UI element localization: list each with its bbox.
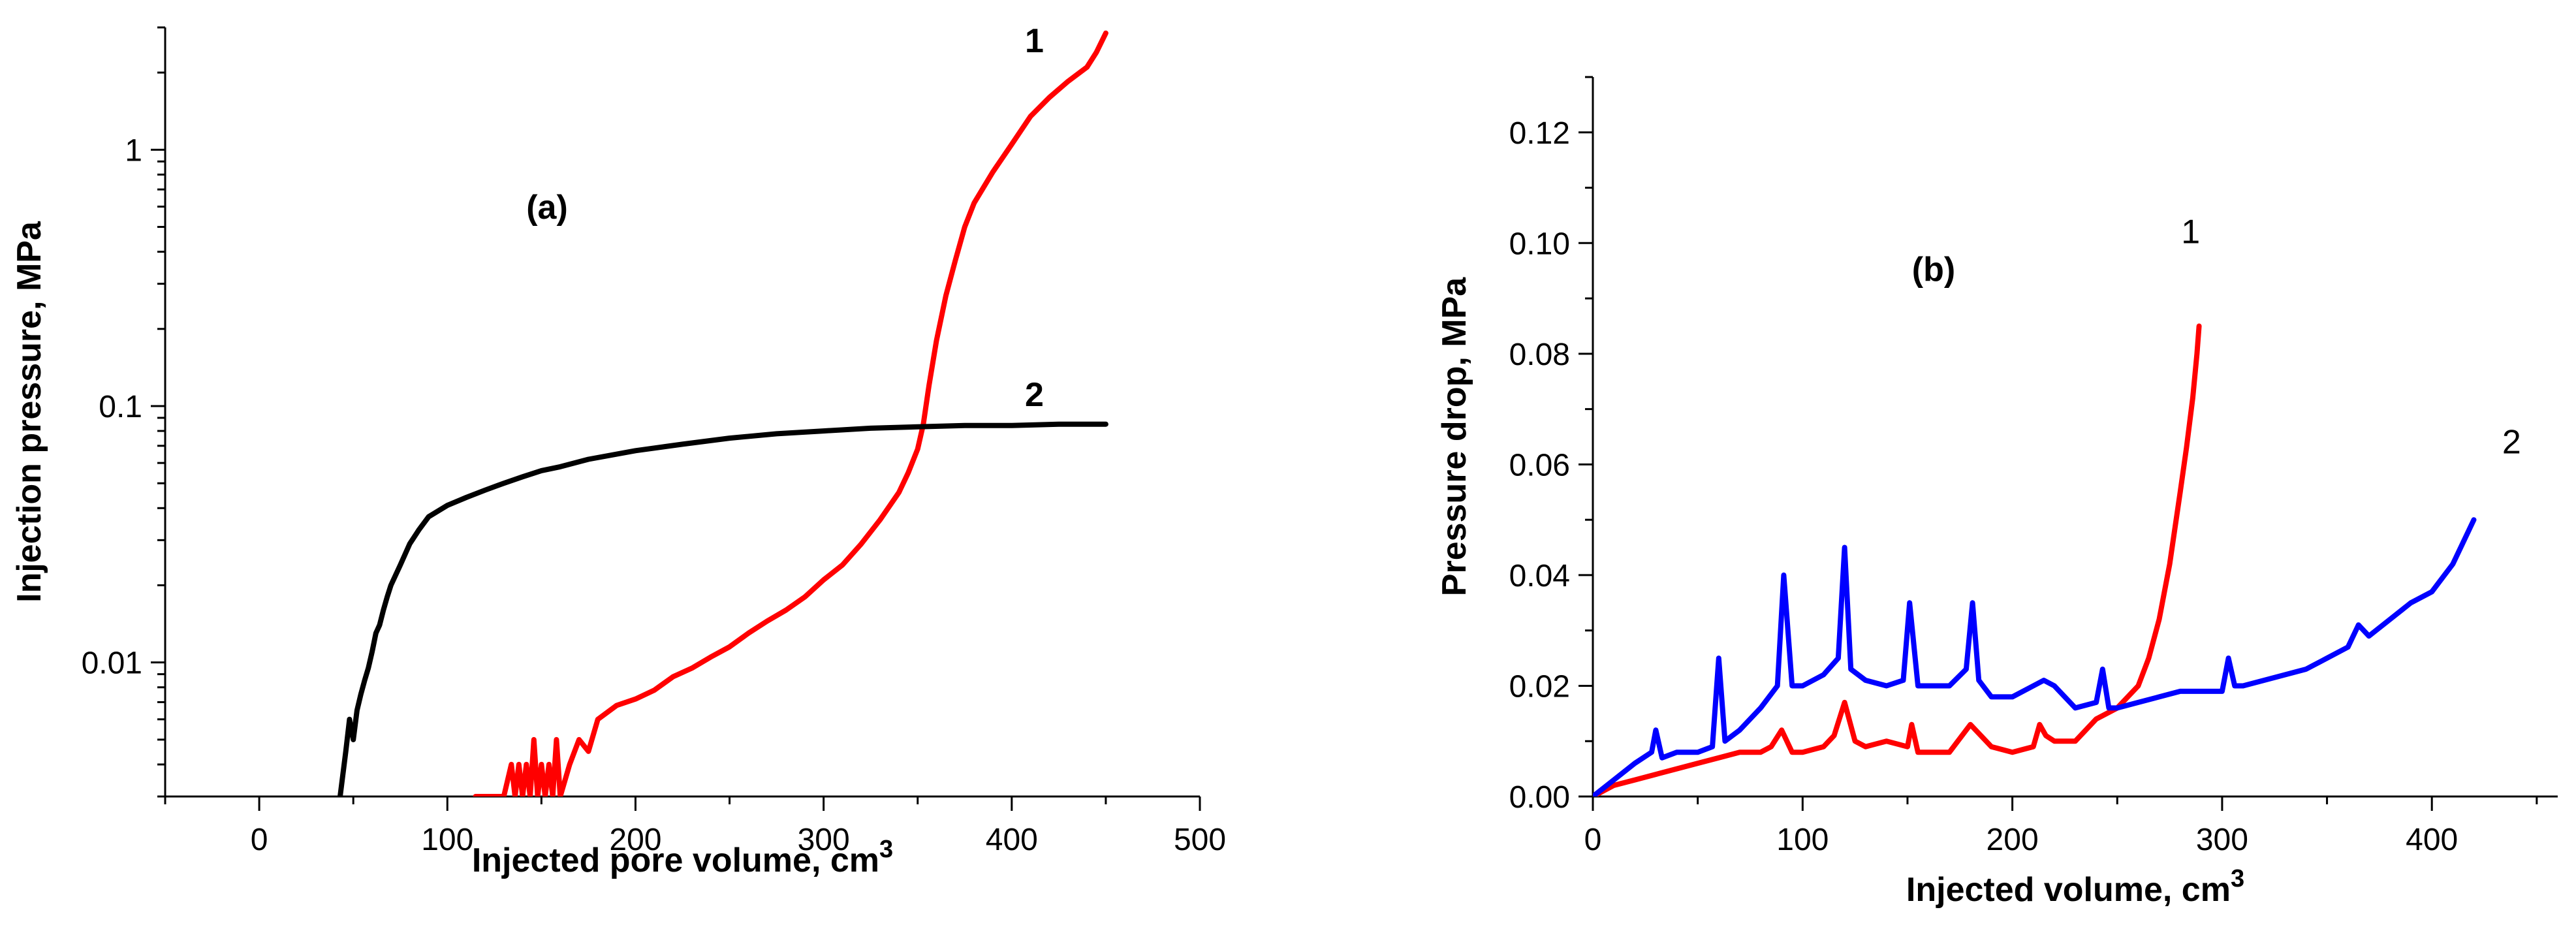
x-tick-label: 0 xyxy=(251,823,268,857)
x-tick-label: 300 xyxy=(2196,823,2248,857)
x-tick-label: 400 xyxy=(986,823,1038,857)
y-tick-label: 0.1 xyxy=(99,390,142,424)
chart-panel-b: 0 100 200 300 400 0.00 0.02 0.04 0.06 0.08 0.10 0.1… xyxy=(1436,76,2558,909)
x-axis-title-text: Injected volume, cm xyxy=(1906,871,2231,909)
x-tick-label: 400 xyxy=(2406,823,2458,857)
series-line-2 xyxy=(1593,517,2477,796)
y-tick-label: 0.00 xyxy=(1509,780,1570,815)
x-axis-title-superscript: 3 xyxy=(879,836,893,863)
x-tick-label: 0 xyxy=(1584,823,1602,857)
y-tick-label: 0.08 xyxy=(1509,338,1570,372)
panel-label: (b) xyxy=(1912,251,1955,289)
y-tick-label: 0.06 xyxy=(1509,448,1570,482)
series-line-1 xyxy=(1593,323,2202,796)
y-tick-label: 0.12 xyxy=(1509,116,1570,151)
series-line-2 xyxy=(338,421,1108,796)
x-axis-title: Injected pore volume, cm3 xyxy=(472,836,893,879)
x-tick-label: 200 xyxy=(1987,823,2039,857)
y-axis-title: Injection pressure, MPa xyxy=(10,221,48,603)
y-axis-title: Pressure drop, MPa xyxy=(1436,277,1473,596)
x-tick-label: 500 xyxy=(1174,823,1226,857)
series-label-2: 2 xyxy=(2502,423,2521,461)
y-tick-label: 0.04 xyxy=(1509,559,1570,593)
x-tick-label: 100 xyxy=(1776,823,1829,857)
y-tick-label: 0.01 xyxy=(82,646,142,681)
x-axis-title: Injected volume, cm3 xyxy=(1906,865,2244,909)
series-line-1 xyxy=(473,30,1108,796)
x-axis-title-text: Injected pore volume, cm xyxy=(472,842,879,879)
y-tick-label: 0.02 xyxy=(1509,669,1570,704)
series-label-1: 1 xyxy=(2181,213,2200,251)
y-tick-label: 1 xyxy=(125,133,142,168)
y-tick-label: 0.10 xyxy=(1509,227,1570,261)
x-tick-label: 300 xyxy=(798,823,850,857)
panel-label: (a) xyxy=(526,189,568,227)
x-axis-title-superscript: 3 xyxy=(2231,865,2244,892)
chart-panel-a: 0 100 200 300 400 500 0.01 0.1 1 Injected pore vo… xyxy=(10,22,1226,879)
x-tick-label: 100 xyxy=(421,823,473,857)
series-label-1: 1 xyxy=(1025,22,1044,60)
x-tick-label: 200 xyxy=(609,823,661,857)
series-label-2: 2 xyxy=(1025,376,1044,414)
